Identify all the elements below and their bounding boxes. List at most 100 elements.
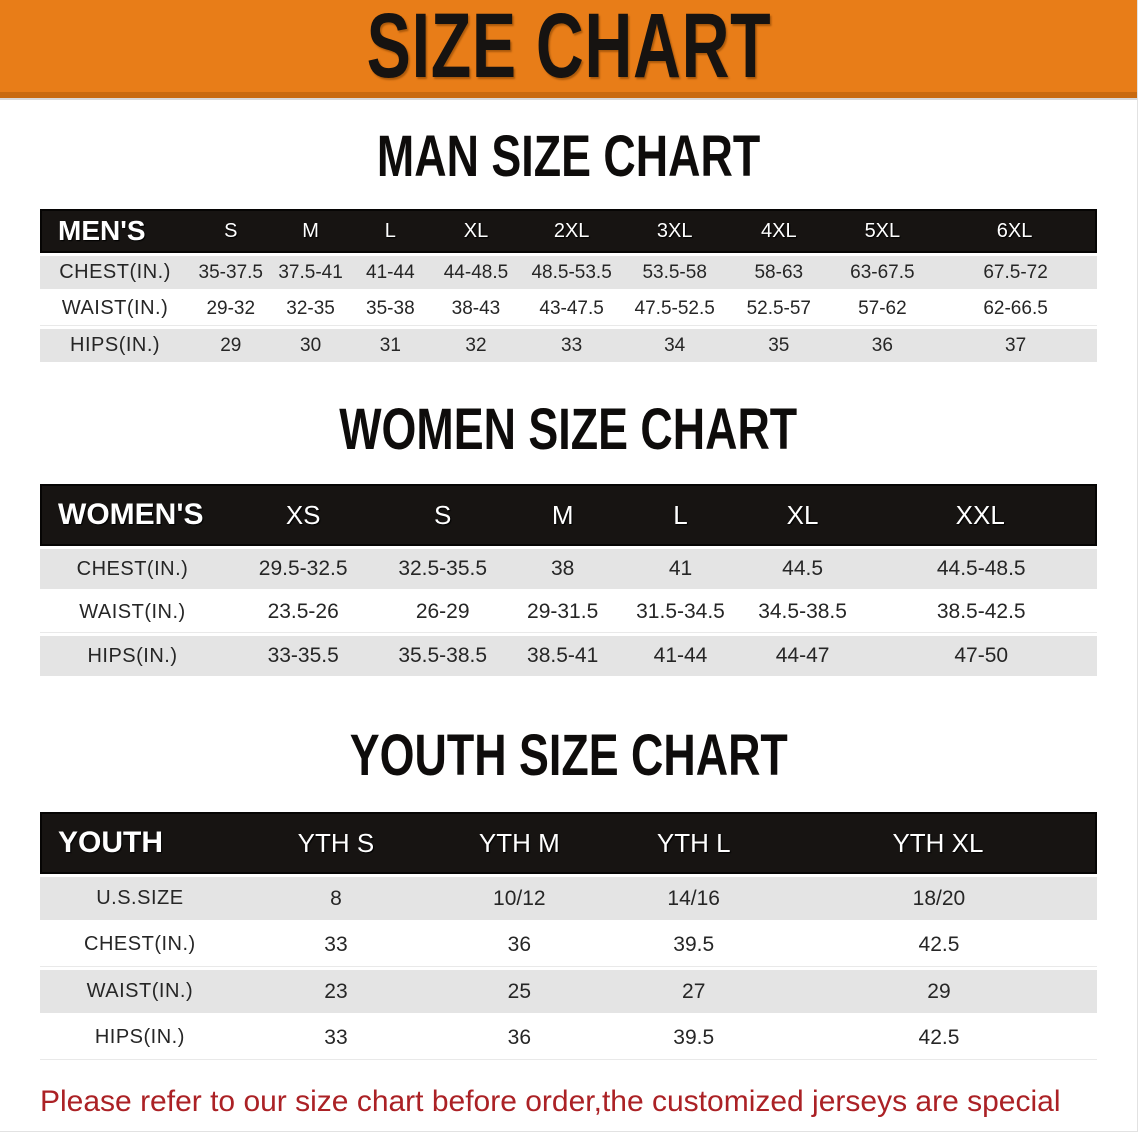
youth-row-label: HIPS(IN.) bbox=[40, 1016, 240, 1060]
youth-size-column: YTH M bbox=[432, 812, 607, 874]
youth-table-row: U.S.SIZE 8 10/12 14/16 18/20 bbox=[40, 877, 1097, 920]
youth-cell-value: 29 bbox=[780, 970, 1097, 1013]
womens-cell-value: 44.5 bbox=[739, 549, 866, 589]
mens-cell-value: 36 bbox=[830, 329, 935, 362]
youth-cell-value: 25 bbox=[432, 970, 607, 1013]
mens-table-row: WAIST(IN.) 29-32 32-35 35-38 38-43 43-47.5 47.… bbox=[40, 292, 1097, 326]
womens-size-table: WOMEN'S XS S M L XL XXL CHEST(IN.) 29.5-32.5 32.5… bbox=[40, 481, 1097, 679]
youth-row-label: WAIST(IN.) bbox=[40, 970, 240, 1013]
mens-size-column: L bbox=[349, 209, 432, 253]
mens-size-column: 3XL bbox=[622, 209, 727, 253]
mens-size-column: 6XL bbox=[934, 209, 1097, 253]
mens-cell-value: 35 bbox=[727, 329, 831, 362]
mens-header-row: MEN'S S M L XL 2XL 3XL 4XL 5XL 6XL bbox=[40, 209, 1097, 253]
mens-row-label: CHEST(IN.) bbox=[40, 256, 191, 289]
youth-cell-value: 36 bbox=[432, 923, 607, 967]
youth-cell-value: 42.5 bbox=[780, 1016, 1097, 1060]
youth-size-table: YOUTH YTH S YTH M YTH L YTH XL U.S.SIZE 8 10/12… bbox=[40, 809, 1097, 1063]
mens-cell-value: 33 bbox=[520, 329, 623, 362]
youth-cell-value: 39.5 bbox=[606, 1016, 781, 1060]
youth-cell-value: 14/16 bbox=[606, 877, 781, 920]
youth-cell-value: 27 bbox=[606, 970, 781, 1013]
womens-header-row: WOMEN'S XS S M L XL XXL bbox=[40, 484, 1097, 546]
youth-cell-value: 10/12 bbox=[432, 877, 607, 920]
youth-cell-value: 33 bbox=[239, 1016, 433, 1060]
womens-table-row: WAIST(IN.) 23.5-26 26-29 29-31.5 31.5-34.5 34… bbox=[40, 592, 1097, 633]
womens-size-column: XXL bbox=[865, 484, 1097, 546]
womens-cell-value: 29-31.5 bbox=[504, 592, 622, 633]
mens-cell-value: 31 bbox=[349, 329, 432, 362]
mens-cell-value: 30 bbox=[271, 329, 350, 362]
womens-cell-value: 44-47 bbox=[739, 636, 866, 676]
womens-row-label: CHEST(IN.) bbox=[40, 549, 225, 589]
womens-cell-value: 38.5-42.5 bbox=[865, 592, 1097, 633]
youth-header-row: YOUTH YTH S YTH M YTH L YTH XL bbox=[40, 812, 1097, 874]
mens-cell-value: 58-63 bbox=[727, 256, 831, 289]
mens-cell-value: 35-38 bbox=[349, 292, 432, 326]
mens-cell-value: 63-67.5 bbox=[830, 256, 935, 289]
youth-table-row: CHEST(IN.) 33 36 39.5 42.5 bbox=[40, 923, 1097, 967]
youth-cell-value: 33 bbox=[239, 923, 433, 967]
mens-size-column: XL bbox=[431, 209, 521, 253]
disclaimer-line-1: Please refer to our size chart before or… bbox=[40, 1085, 1061, 1118]
mens-row-label: HIPS(IN.) bbox=[40, 329, 191, 362]
womens-chart-heading-text: WOMEN SIZE CHART bbox=[339, 395, 798, 462]
womens-cell-value: 35.5-38.5 bbox=[381, 636, 504, 676]
youth-size-column: YTH XL bbox=[780, 812, 1097, 874]
womens-cell-value: 32.5-35.5 bbox=[381, 549, 504, 589]
womens-cell-value: 31.5-34.5 bbox=[621, 592, 740, 633]
womens-chart-heading: WOMEN SIZE CHART bbox=[0, 365, 1137, 481]
mens-size-column: M bbox=[271, 209, 350, 253]
youth-cell-value: 23 bbox=[239, 970, 433, 1013]
mens-cell-value: 52.5-57 bbox=[727, 292, 831, 326]
mens-header-label: MEN'S bbox=[40, 209, 191, 253]
mens-cell-value: 32 bbox=[431, 329, 521, 362]
mens-cell-value: 44-48.5 bbox=[431, 256, 521, 289]
size-charts-container: MAN SIZE CHART MEN'S S M L XL 2XL 3XL 4XL 5XL 6XL C… bbox=[0, 98, 1137, 1063]
womens-cell-value: 34.5-38.5 bbox=[739, 592, 866, 633]
youth-chart-heading-text: YOUTH SIZE CHART bbox=[349, 721, 788, 788]
womens-cell-value: 23.5-26 bbox=[224, 592, 382, 633]
womens-row-label: WAIST(IN.) bbox=[40, 592, 225, 633]
womens-cell-value: 38 bbox=[504, 549, 622, 589]
page-title: SIZE CHART bbox=[366, 0, 771, 97]
youth-cell-value: 8 bbox=[239, 877, 433, 920]
mens-cell-value: 37.5-41 bbox=[271, 256, 350, 289]
womens-size-column: XS bbox=[224, 484, 382, 546]
womens-cell-value: 41 bbox=[621, 549, 740, 589]
youth-cell-value: 18/20 bbox=[780, 877, 1097, 920]
mens-size-table: MEN'S S M L XL 2XL 3XL 4XL 5XL 6XL CHEST(IN.) 35-37… bbox=[40, 206, 1097, 365]
womens-table-row: HIPS(IN.) 33-35.5 35.5-38.5 38.5-41 41-44 44-… bbox=[40, 636, 1097, 676]
mens-cell-value: 48.5-53.5 bbox=[520, 256, 623, 289]
womens-cell-value: 41-44 bbox=[621, 636, 740, 676]
mens-size-column: 4XL bbox=[727, 209, 831, 253]
mens-cell-value: 34 bbox=[622, 329, 727, 362]
youth-cell-value: 36 bbox=[432, 1016, 607, 1060]
mens-chart-heading: MAN SIZE CHART bbox=[0, 98, 1137, 206]
womens-size-column: S bbox=[381, 484, 504, 546]
youth-header-label: YOUTH bbox=[40, 812, 240, 874]
womens-cell-value: 33-35.5 bbox=[224, 636, 382, 676]
mens-cell-value: 57-62 bbox=[830, 292, 935, 326]
mens-cell-value: 43-47.5 bbox=[520, 292, 623, 326]
mens-table-row: CHEST(IN.) 35-37.5 37.5-41 41-44 44-48.5 48.5… bbox=[40, 256, 1097, 289]
mens-size-column: S bbox=[190, 209, 272, 253]
youth-size-column: YTH S bbox=[239, 812, 433, 874]
banner: SIZE CHART bbox=[0, 0, 1137, 98]
youth-size-column: YTH L bbox=[606, 812, 781, 874]
womens-cell-value: 47-50 bbox=[865, 636, 1097, 676]
mens-cell-value: 37 bbox=[934, 329, 1097, 362]
mens-size-column: 5XL bbox=[830, 209, 935, 253]
mens-row-label: WAIST(IN.) bbox=[40, 292, 191, 326]
youth-row-label: CHEST(IN.) bbox=[40, 923, 240, 967]
mens-cell-value: 62-66.5 bbox=[934, 292, 1097, 326]
mens-cell-value: 29 bbox=[190, 329, 272, 362]
youth-table-row: HIPS(IN.) 33 36 39.5 42.5 bbox=[40, 1016, 1097, 1060]
mens-cell-value: 32-35 bbox=[271, 292, 350, 326]
womens-size-column: XL bbox=[739, 484, 866, 546]
womens-size-column: M bbox=[504, 484, 622, 546]
mens-chart-heading-text: MAN SIZE CHART bbox=[376, 122, 761, 189]
mens-cell-value: 41-44 bbox=[349, 256, 432, 289]
mens-cell-value: 29-32 bbox=[190, 292, 272, 326]
